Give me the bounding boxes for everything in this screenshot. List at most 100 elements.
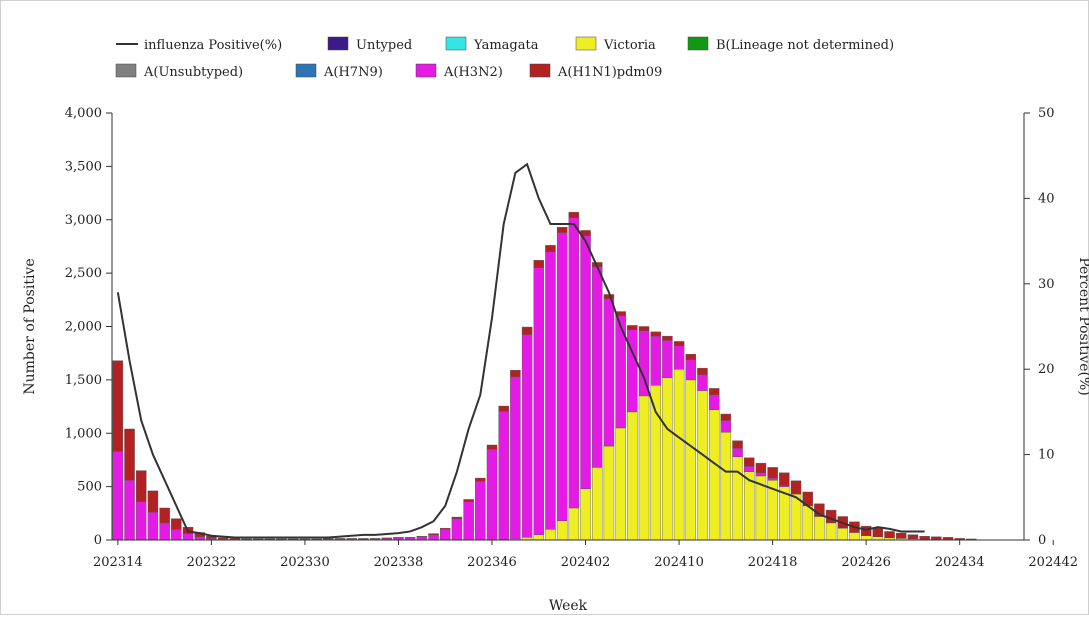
bar-a-h1n1-pdm09 xyxy=(487,445,497,449)
bar-victoria xyxy=(627,412,637,540)
x-tick-label: 202314 xyxy=(93,555,143,570)
legend-swatch-a-h7n9 xyxy=(296,64,316,77)
bar-a-h1n1-pdm09 xyxy=(160,508,170,523)
bar-a-h1n1-pdm09 xyxy=(499,406,509,411)
bar-a-h1n1-pdm09 xyxy=(265,539,275,540)
bar-a-h3n2 xyxy=(744,466,754,471)
bar-victoria xyxy=(581,489,591,540)
bar-a-h1n1-pdm09 xyxy=(709,388,719,394)
bar-a-h3n2 xyxy=(522,335,532,538)
bar-a-h1n1-pdm09 xyxy=(218,538,228,539)
y2-axis-title: Percent Positive(%) xyxy=(1076,257,1089,395)
legend-label-b-lineage-not-determined: B(Lineage not determined) xyxy=(716,38,894,53)
bar-victoria xyxy=(849,533,859,540)
bar-a-h1n1-pdm09 xyxy=(943,537,953,539)
x-tick-label: 202402 xyxy=(561,555,611,570)
bar-victoria xyxy=(639,396,649,540)
bar-a-h3n2 xyxy=(148,512,158,540)
bar-victoria xyxy=(686,380,696,540)
bar-a-h3n2 xyxy=(510,377,520,539)
bar-a-h1n1-pdm09 xyxy=(230,538,240,539)
bar-a-h3n2 xyxy=(113,451,123,540)
bar-a-h1n1-pdm09 xyxy=(674,341,684,345)
bar-victoria xyxy=(545,529,555,540)
bar-a-h1n1-pdm09 xyxy=(931,537,941,540)
bar-a-h1n1-pdm09 xyxy=(920,536,930,539)
bar-a-h1n1-pdm09 xyxy=(651,332,661,336)
bar-a-h1n1-pdm09 xyxy=(697,368,707,374)
bar-a-h1n1-pdm09 xyxy=(733,441,743,448)
y-tick-label: 3,500 xyxy=(65,159,102,174)
bar-a-h3n2 xyxy=(183,534,193,540)
bar-victoria xyxy=(803,506,813,540)
bar-victoria xyxy=(604,446,614,540)
bar-victoria xyxy=(733,457,743,540)
bar-victoria xyxy=(838,528,848,540)
bar-a-h1n1-pdm09 xyxy=(335,538,345,539)
bar-a-h1n1-pdm09 xyxy=(779,473,789,486)
bar-a-h1n1-pdm09 xyxy=(358,538,368,539)
bar-victoria xyxy=(861,536,871,540)
bar-a-h1n1-pdm09 xyxy=(125,429,135,480)
bar-a-h1n1-pdm09 xyxy=(639,327,649,331)
bar-victoria xyxy=(697,391,707,540)
bar-a-h3n2 xyxy=(651,336,661,385)
bar-a-h1n1-pdm09 xyxy=(721,414,731,420)
y-tick-label: 4,000 xyxy=(65,106,102,121)
y-tick-label: 0 xyxy=(94,533,102,548)
bar-a-h1n1-pdm09 xyxy=(370,538,380,539)
bar-a-h1n1-pdm09 xyxy=(405,537,415,538)
bar-a-h3n2 xyxy=(475,481,485,540)
y2-tick-label: 10 xyxy=(1038,448,1055,463)
bar-a-h1n1-pdm09 xyxy=(627,325,637,329)
bar-a-h3n2 xyxy=(768,478,778,480)
bar-a-h3n2 xyxy=(440,529,450,540)
y-tick-label: 1,500 xyxy=(65,373,102,388)
y-axis-title: Number of Positive xyxy=(22,258,38,394)
bar-a-h1n1-pdm09 xyxy=(534,260,544,267)
bar-victoria xyxy=(662,378,672,540)
legend-label-victoria: Victoria xyxy=(603,38,656,53)
bar-a-h1n1-pdm09 xyxy=(323,538,333,539)
bar-a-h3n2 xyxy=(697,375,707,391)
x-tick-label: 202410 xyxy=(654,555,704,570)
bar-victoria xyxy=(569,508,579,540)
bar-a-h1n1-pdm09 xyxy=(382,538,392,539)
bar-a-h1n1-pdm09 xyxy=(171,519,181,530)
bar-a-h1n1-pdm09 xyxy=(241,539,251,540)
bar-a-h1n1-pdm09 xyxy=(475,478,485,481)
bar-a-h3n2 xyxy=(604,299,614,446)
bar-a-h3n2 xyxy=(756,473,766,476)
bar-a-h1n1-pdm09 xyxy=(569,212,579,217)
bar-victoria xyxy=(557,521,567,540)
bar-a-h3n2 xyxy=(452,519,462,540)
bar-a-h3n2 xyxy=(721,420,731,432)
bar-victoria xyxy=(592,467,602,540)
y2-tick-label: 40 xyxy=(1038,191,1055,206)
legend-label-untyped: Untyped xyxy=(356,38,412,53)
bar-a-h1n1-pdm09 xyxy=(744,458,754,467)
x-tick-label: 202418 xyxy=(748,555,798,570)
legend-label-a-h3n2: A(H3N2) xyxy=(443,65,503,80)
bar-a-h3n2 xyxy=(499,411,509,539)
legend-label-yamagata: Yamagata xyxy=(473,38,539,53)
legend-swatch-yamagata xyxy=(446,37,466,50)
bar-a-h3n2 xyxy=(674,346,684,369)
bar-a-h3n2 xyxy=(569,218,579,508)
y-tick-label: 1,000 xyxy=(65,426,102,441)
bar-a-h1n1-pdm09 xyxy=(896,533,906,538)
bar-a-h1n1-pdm09 xyxy=(791,481,801,494)
x-tick-label: 202434 xyxy=(935,555,985,570)
bar-a-h1n1-pdm09 xyxy=(148,491,158,512)
bar-a-h3n2 xyxy=(733,448,743,457)
bar-a-h3n2 xyxy=(545,252,555,530)
x-tick-label: 202346 xyxy=(467,555,517,570)
bar-victoria xyxy=(826,523,836,540)
bar-a-h1n1-pdm09 xyxy=(253,539,263,540)
bar-a-h1n1-pdm09 xyxy=(393,537,403,538)
bar-victoria xyxy=(721,432,731,540)
bar-a-h3n2 xyxy=(534,268,544,535)
bar-a-h3n2 xyxy=(557,233,567,521)
